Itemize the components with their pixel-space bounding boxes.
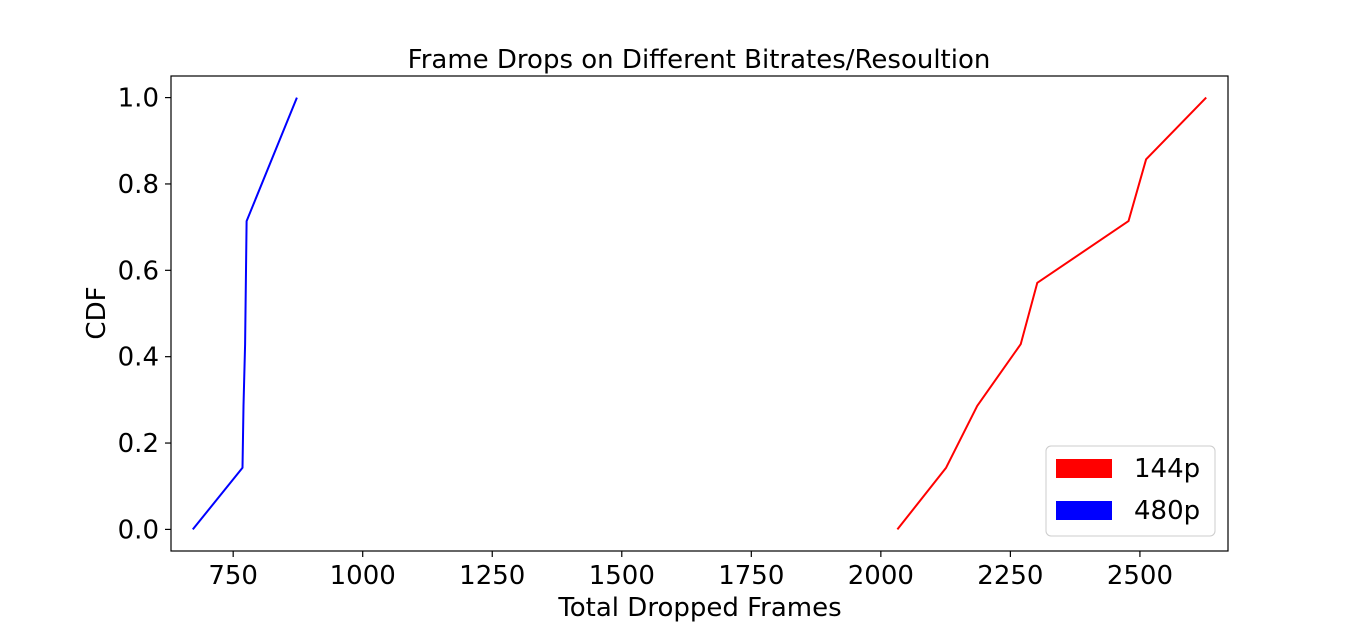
- y-tick-label: 0.2: [118, 429, 159, 459]
- legend-swatch-480p: [1056, 501, 1112, 520]
- x-tick-label: 2250: [977, 561, 1043, 591]
- x-tick-label: 1750: [718, 561, 784, 591]
- x-tick-label: 1500: [589, 561, 655, 591]
- x-tick-label: 1250: [459, 561, 525, 591]
- y-tick-label: 1.0: [118, 84, 159, 114]
- series-line-144p: [896, 96, 1207, 531]
- y-tick-label: 0.0: [118, 515, 159, 545]
- x-tick-label: 1000: [330, 561, 396, 591]
- x-tick-label: 2500: [1107, 561, 1173, 591]
- y-axis: 0.0 0.2 0.4 0.6 0.8 1.0: [118, 84, 171, 545]
- legend-swatch-144p: [1056, 459, 1112, 478]
- plot-area: [192, 96, 1207, 531]
- plot-frame: [170, 75, 1229, 552]
- x-axis-label: Total Dropped Frames: [557, 593, 841, 623]
- y-axis-label: CDF: [82, 286, 112, 339]
- series-line-480p: [192, 97, 298, 531]
- legend: 144p 480p: [1045, 445, 1216, 537]
- y-tick-label: 0.8: [118, 170, 159, 200]
- chart-title: Frame Drops on Different Bitrates/Resoul…: [408, 45, 991, 75]
- legend-label-480p: 480p: [1134, 496, 1200, 526]
- legend-label-144p: 144p: [1134, 454, 1200, 484]
- x-tick-label: 2000: [848, 561, 914, 591]
- y-tick-label: 0.4: [118, 343, 159, 373]
- y-tick-label: 0.6: [118, 256, 159, 286]
- x-tick-label: 750: [208, 561, 258, 591]
- x-axis: 750 1000 1250 1500 1750 2000 2250 2500: [208, 551, 1173, 591]
